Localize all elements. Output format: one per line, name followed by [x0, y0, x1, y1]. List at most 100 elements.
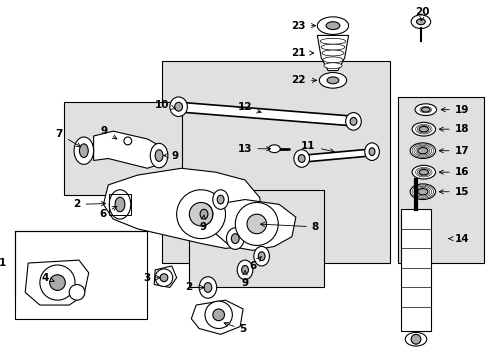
Ellipse shape [405, 332, 426, 346]
Ellipse shape [418, 170, 427, 175]
Ellipse shape [345, 113, 361, 130]
Ellipse shape [115, 197, 124, 212]
Text: 19: 19 [440, 105, 468, 114]
Bar [189, 190, 324, 288]
Ellipse shape [417, 148, 427, 154]
Ellipse shape [293, 150, 309, 167]
Ellipse shape [298, 154, 305, 162]
Ellipse shape [253, 247, 269, 266]
Circle shape [40, 265, 75, 300]
Text: 9: 9 [163, 150, 178, 161]
Ellipse shape [417, 189, 427, 195]
Ellipse shape [217, 195, 224, 204]
Ellipse shape [319, 72, 346, 88]
Polygon shape [162, 61, 389, 263]
Ellipse shape [421, 107, 429, 112]
Text: 9: 9 [101, 126, 117, 139]
Text: 2: 2 [73, 199, 105, 210]
Text: 20: 20 [415, 7, 429, 21]
Ellipse shape [411, 165, 435, 179]
Ellipse shape [364, 143, 379, 161]
Polygon shape [154, 266, 176, 288]
Circle shape [235, 202, 278, 246]
Ellipse shape [212, 190, 228, 209]
Text: 9: 9 [241, 271, 248, 288]
Text: 4: 4 [41, 273, 54, 283]
Circle shape [155, 269, 172, 287]
Ellipse shape [258, 252, 264, 261]
Text: 14: 14 [448, 234, 468, 244]
Ellipse shape [74, 137, 93, 165]
Text: 3: 3 [143, 273, 160, 283]
Ellipse shape [200, 209, 207, 219]
Ellipse shape [199, 277, 216, 298]
Text: 10: 10 [154, 100, 175, 110]
Circle shape [189, 202, 212, 226]
Text: 5: 5 [224, 322, 246, 334]
Ellipse shape [320, 39, 345, 44]
Text: 22: 22 [291, 75, 316, 85]
Text: 7: 7 [56, 129, 81, 147]
Circle shape [160, 274, 167, 282]
Ellipse shape [203, 283, 211, 292]
Ellipse shape [268, 145, 280, 153]
Polygon shape [298, 149, 374, 162]
Ellipse shape [123, 137, 131, 145]
Text: 2: 2 [184, 283, 204, 292]
Text: 21: 21 [291, 48, 313, 58]
Ellipse shape [155, 150, 163, 161]
Ellipse shape [109, 190, 130, 219]
Text: 15: 15 [438, 187, 468, 197]
Polygon shape [191, 300, 243, 334]
Polygon shape [210, 199, 295, 250]
Polygon shape [103, 168, 262, 248]
Bar [401, 209, 430, 332]
Circle shape [204, 301, 232, 328]
Text: 12: 12 [237, 102, 261, 113]
Text: 18: 18 [438, 124, 468, 134]
Ellipse shape [410, 15, 430, 28]
Ellipse shape [321, 44, 344, 50]
Circle shape [410, 334, 420, 344]
Bar [64, 102, 181, 195]
Ellipse shape [195, 203, 212, 225]
Ellipse shape [368, 148, 374, 156]
Polygon shape [93, 131, 164, 168]
Ellipse shape [411, 122, 435, 136]
Text: 8: 8 [260, 222, 318, 232]
Polygon shape [317, 35, 348, 71]
Ellipse shape [409, 143, 435, 158]
Polygon shape [25, 260, 88, 305]
Circle shape [176, 190, 225, 239]
Circle shape [246, 214, 266, 234]
Text: 6: 6 [249, 257, 261, 271]
Ellipse shape [322, 57, 342, 63]
Ellipse shape [237, 260, 252, 280]
Ellipse shape [418, 126, 427, 132]
Ellipse shape [323, 63, 342, 69]
Ellipse shape [416, 19, 425, 25]
Ellipse shape [414, 104, 436, 116]
Text: 16: 16 [438, 167, 468, 177]
Polygon shape [174, 102, 357, 126]
Bar [16, 231, 147, 319]
Text: 17: 17 [438, 146, 468, 156]
Text: 23: 23 [291, 21, 315, 31]
Ellipse shape [150, 143, 167, 168]
Circle shape [69, 284, 84, 300]
Ellipse shape [326, 77, 338, 84]
Ellipse shape [226, 228, 244, 249]
Text: 6: 6 [100, 206, 117, 219]
Ellipse shape [321, 50, 343, 56]
Text: 13: 13 [237, 144, 270, 154]
Ellipse shape [79, 144, 88, 158]
Text: 11: 11 [301, 141, 334, 153]
Bar [398, 97, 484, 263]
Ellipse shape [241, 265, 248, 274]
Bar [109, 194, 130, 215]
Ellipse shape [317, 17, 348, 35]
Ellipse shape [409, 184, 435, 199]
Text: 9: 9 [199, 215, 206, 232]
Ellipse shape [349, 117, 356, 125]
Circle shape [212, 309, 224, 321]
